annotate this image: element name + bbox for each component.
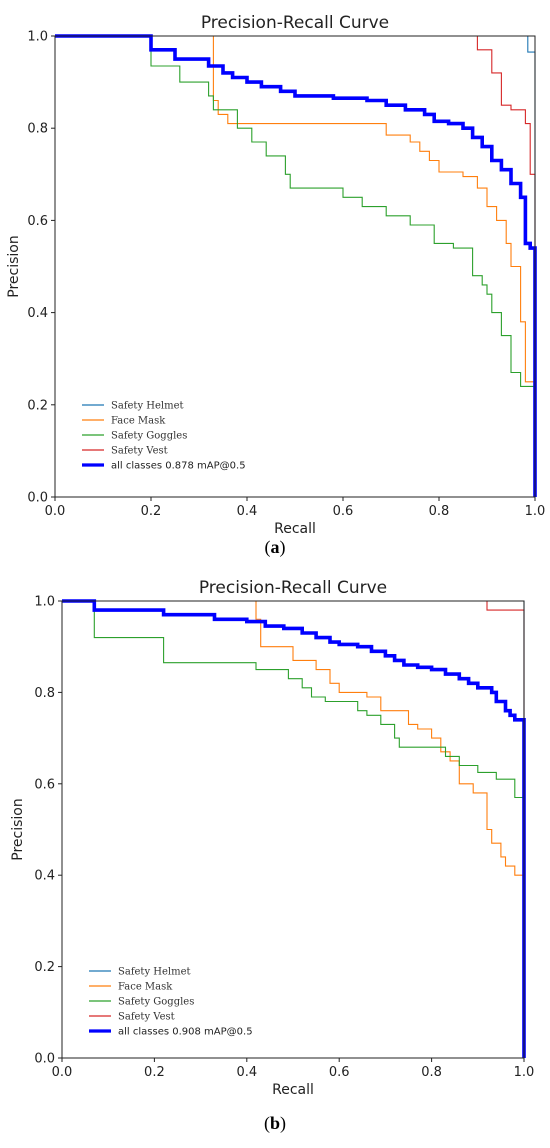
pr-chart-a: Precision-Recall Curve Recall Precision 0.0… (6, 13, 546, 537)
y-tick-label-a-2: 0.4 (27, 306, 48, 321)
y-tick-label-a-5: 1.0 (27, 30, 48, 45)
series-line-safety-goggles-b (62, 600, 525, 1058)
x-tick-label-b-5: 1.0 (514, 1065, 535, 1080)
y-tick-label-b-3: 0.6 (34, 777, 55, 792)
chart-panel-a: Precision-Recall Curve Recall Precision 0.0… (6, 13, 546, 557)
plot-frame-a (54, 35, 536, 498)
y-tick-label-b-1: 0.2 (34, 960, 55, 975)
chart-title-b: Precision-Recall Curve (199, 578, 387, 598)
series-line-face-mask-b (62, 600, 525, 1058)
legend-label-safety-vest-b: Safety Vest (118, 1012, 175, 1023)
chart-panel-b: Precision-Recall Curve Recall Precision 0.0… (0, 574, 550, 1148)
legend-label-safety-helmet-b: Safety Helmet (118, 967, 191, 978)
y-tick-label-b-2: 0.4 (34, 869, 55, 884)
series-line-all-classes-b (62, 599, 526, 1058)
y-tick-label-a-0: 0.0 (27, 491, 48, 506)
legend-label-all-classes-a: all classes 0.878 mAP@0.5 (111, 461, 246, 472)
x-tick-label-a-4: 0.8 (429, 504, 450, 519)
plot-frame-b (61, 600, 525, 1059)
panel-caption-b: (b) (263, 1113, 286, 1133)
x-tick-label-a-0: 0.0 (45, 504, 66, 519)
legend-label-face-mask-b: Face Mask (118, 982, 173, 993)
y-tick-label-a-3: 0.6 (27, 214, 48, 229)
y-tick-label-a-4: 0.8 (27, 122, 48, 137)
y-tick-label-a-1: 0.2 (27, 398, 48, 413)
legend-label-safety-vest-a: Safety Vest (111, 446, 168, 457)
x-tick-label-b-2: 0.4 (236, 1065, 257, 1080)
series-line-all-classes-a (55, 34, 537, 497)
x-tick-label-a-3: 0.6 (333, 504, 354, 519)
legend-label-face-mask-a: Face Mask (111, 416, 166, 427)
y-tick-label-b-0: 0.0 (34, 1052, 55, 1067)
x-axis-label-b: Recall (272, 1082, 314, 1098)
x-tick-label-b-0: 0.0 (52, 1065, 73, 1080)
x-tick-label-a-2: 0.4 (237, 504, 258, 519)
x-axis-label-a: Recall (274, 521, 316, 537)
pr-chart-b: Precision-Recall Curve Recall Precision 0.0… (10, 578, 535, 1098)
legend-label-all-classes-b: all classes 0.908 mAP@0.5 (118, 1027, 253, 1038)
legend-label-safety-helmet-a: Safety Helmet (111, 401, 184, 412)
x-tick-label-a-1: 0.2 (141, 504, 162, 519)
series-line-safety-helmet-a (55, 35, 536, 382)
chart-title-a: Precision-Recall Curve (201, 13, 389, 33)
series-line-safety-goggles-a (55, 35, 536, 497)
x-tick-label-b-4: 0.8 (421, 1065, 442, 1080)
series-line-safety-vest-a (439, 35, 536, 313)
legend-label-safety-goggles-b: Safety Goggles (118, 997, 194, 1008)
x-tick-label-b-1: 0.2 (144, 1065, 165, 1080)
y-axis-label-b: Precision (10, 798, 26, 860)
x-tick-label-a-5: 1.0 (525, 504, 546, 519)
panel-caption-a: (a) (264, 537, 286, 557)
y-tick-label-b-5: 1.0 (34, 595, 55, 610)
y-tick-label-b-4: 0.8 (34, 686, 55, 701)
series-line-face-mask-a (55, 35, 536, 497)
legend-label-safety-goggles-a: Safety Goggles (111, 431, 187, 442)
x-tick-label-b-3: 0.6 (329, 1065, 350, 1080)
y-axis-label-a: Precision (6, 235, 22, 297)
